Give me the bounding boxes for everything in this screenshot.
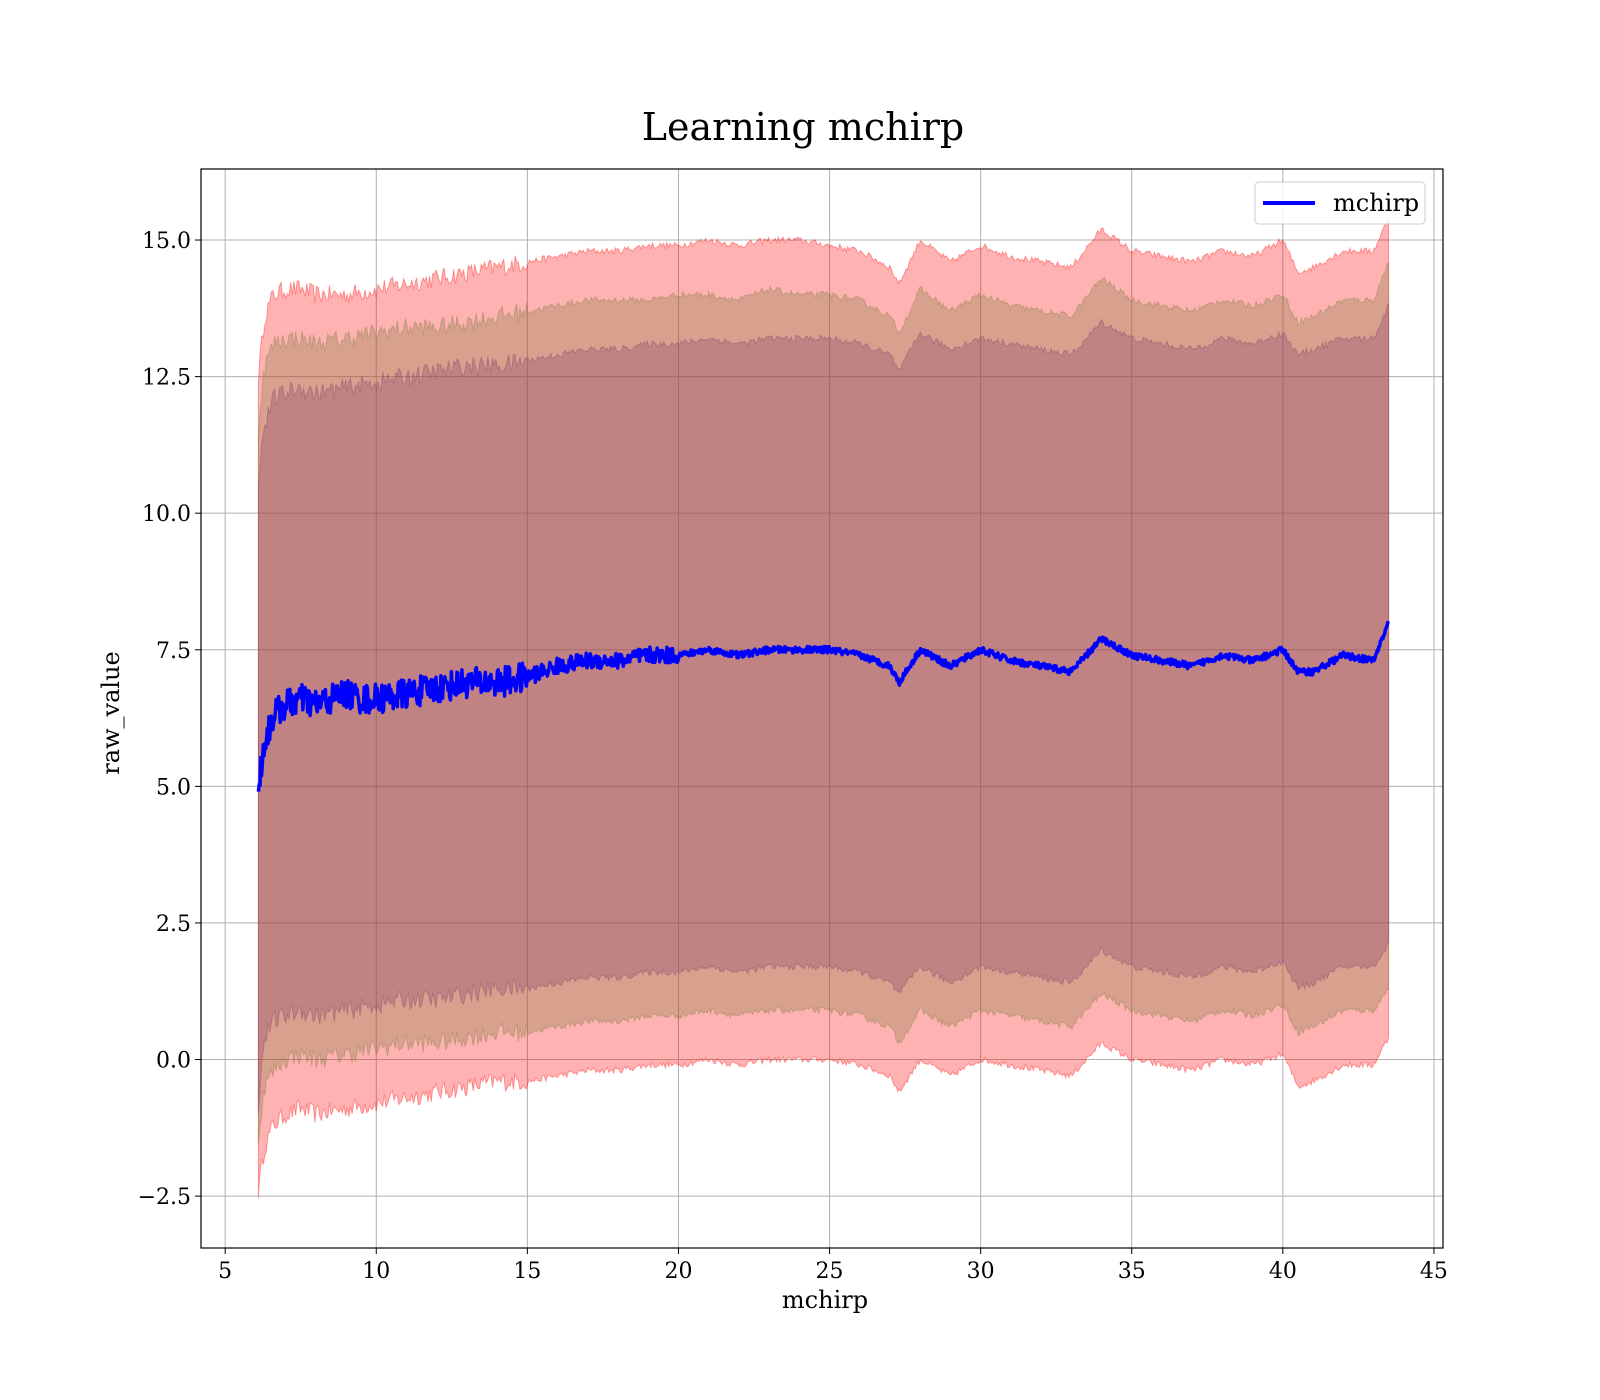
y-tick-label: 7.5 — [156, 639, 191, 664]
x-tick-label: 15 — [513, 1259, 541, 1284]
x-tick-label: 20 — [664, 1259, 692, 1284]
x-tick-label: 25 — [816, 1259, 844, 1284]
axes-frame — [200, 168, 1444, 1249]
y-tick-label: 5.0 — [156, 775, 191, 800]
x-tick-label: 40 — [1269, 1259, 1297, 1284]
y-tick-label: 12.5 — [142, 366, 191, 391]
series-lines — [256, 620, 1391, 792]
band-1 — [257, 262, 1390, 1145]
y-ticks: −2.5 0.0 2.5 5.0 7.5 10.0 12.5 15.0 — [138, 229, 201, 1210]
x-ticks: 5 10 15 20 25 30 35 40 45 — [218, 1248, 1448, 1284]
x-tick-label: 35 — [1118, 1259, 1146, 1284]
plot-area — [200, 168, 1444, 1249]
x-tick-label: 10 — [362, 1259, 390, 1284]
band-2 — [257, 303, 1390, 1113]
chart-title: Learning mchirp — [642, 105, 964, 149]
y-tick-label: −2.5 — [138, 1185, 191, 1210]
band-0 — [257, 217, 1390, 1199]
legend: mchirp — [1254, 181, 1426, 225]
y-tick-label: 10.0 — [142, 502, 191, 527]
y-tick-label: 2.5 — [156, 912, 191, 937]
legend-label-mchirp: mchirp — [1333, 189, 1419, 217]
x-tick-label: 45 — [1420, 1259, 1448, 1284]
y-tick-label: 0.0 — [156, 1049, 191, 1074]
confidence-bands — [257, 217, 1390, 1199]
x-tick-label: 30 — [967, 1259, 995, 1284]
x-tick-label: 5 — [218, 1259, 232, 1284]
y-axis-label: raw_value — [97, 651, 125, 775]
series-line-mchirp — [256, 620, 1391, 792]
legend-box — [1254, 181, 1426, 225]
x-axis-label: mchirp — [782, 1286, 868, 1314]
y-tick-label: 15.0 — [142, 229, 191, 254]
